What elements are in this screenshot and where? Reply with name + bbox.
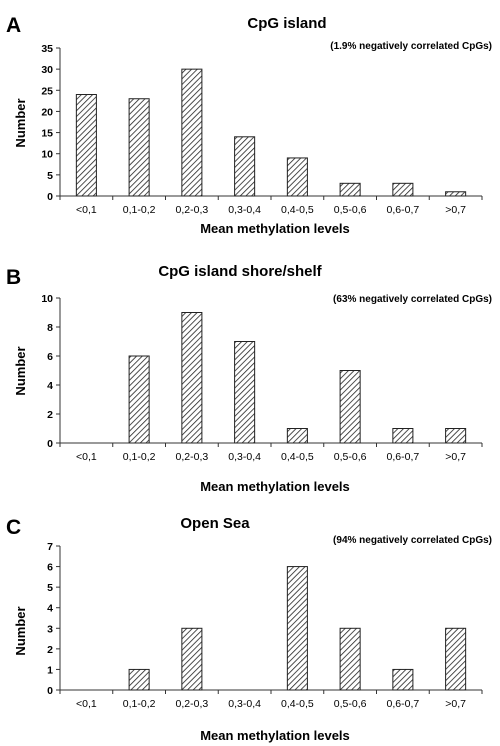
bar — [445, 627, 467, 691]
bar — [445, 428, 467, 444]
x-tick-label: 0,5-0,6 — [334, 451, 367, 463]
x-axis-label: Mean methylation levels — [200, 728, 350, 743]
y-tick-label: 0 — [47, 191, 53, 203]
panel-label: A — [6, 14, 21, 37]
x-tick-label: >0,7 — [445, 698, 466, 710]
x-tick-label: 0,5-0,6 — [334, 698, 367, 710]
y-tick-label: 5 — [47, 170, 53, 182]
y-axis-label: Number — [13, 98, 28, 147]
x-tick-label: >0,7 — [445, 204, 466, 216]
x-tick-label: 0,2-0,3 — [176, 204, 209, 216]
bar — [445, 191, 467, 197]
bar — [234, 136, 256, 197]
panel-label: B — [6, 266, 21, 289]
x-tick-label: 0,1-0,2 — [123, 698, 156, 710]
y-tick-label: 10 — [41, 149, 53, 161]
y-tick-label: 2 — [47, 409, 53, 421]
panel-c: C Open Sea (94% negatively correlated Cp… — [6, 515, 492, 743]
y-tick-label: 6 — [47, 562, 53, 574]
x-tick-label: 0,4-0,5 — [281, 698, 314, 710]
chart-annotation: (63% negatively correlated CpGs) — [333, 294, 492, 305]
bar — [128, 355, 150, 444]
bar — [392, 668, 414, 691]
x-tick-label: 0,4-0,5 — [281, 204, 314, 216]
panel-b: B CpG island shore/shelf (63% negatively… — [6, 263, 492, 494]
x-tick-label: 0,6-0,7 — [387, 451, 420, 463]
x-tick-label: 0,2-0,3 — [176, 451, 209, 463]
y-tick-label: 0 — [47, 438, 53, 450]
chart-annotation: (94% negatively correlated CpGs) — [333, 535, 492, 546]
y-tick-label: 15 — [41, 128, 53, 140]
bar — [339, 182, 361, 197]
y-tick-label: 25 — [41, 85, 53, 97]
y-tick-label: 35 — [41, 43, 53, 55]
x-tick-label: 0,1-0,2 — [123, 451, 156, 463]
x-tick-label: 0,4-0,5 — [281, 451, 314, 463]
x-tick-label: <0,1 — [76, 204, 97, 216]
chart-title: Open Sea — [180, 515, 250, 532]
x-tick-label: 0,1-0,2 — [123, 204, 156, 216]
panel-a: A CpG island (1.9% negatively correlated… — [6, 14, 492, 236]
x-tick-label: 0,3-0,4 — [228, 698, 261, 710]
bar — [339, 370, 361, 444]
bar — [339, 627, 361, 691]
bar — [286, 428, 308, 444]
x-tick-label: 0,3-0,4 — [228, 451, 261, 463]
x-tick-label: 0,6-0,7 — [387, 204, 420, 216]
x-tick-label: >0,7 — [445, 451, 466, 463]
x-tick-label: <0,1 — [76, 451, 97, 463]
bar — [128, 668, 150, 691]
y-tick-label: 0 — [47, 685, 53, 697]
bar — [286, 157, 308, 197]
bar — [392, 182, 414, 197]
x-tick-label: <0,1 — [76, 698, 97, 710]
bar — [128, 98, 150, 197]
bar — [181, 312, 203, 444]
bar — [392, 428, 414, 444]
y-tick-label: 1 — [47, 664, 53, 676]
y-tick-label: 3 — [47, 623, 53, 635]
y-tick-label: 8 — [47, 322, 53, 334]
x-tick-label: 0,5-0,6 — [334, 204, 367, 216]
chart-annotation: (1.9% negatively correlated CpGs) — [330, 41, 492, 52]
y-axis-label: Number — [13, 606, 28, 655]
x-axis-label: Mean methylation levels — [200, 221, 350, 236]
y-tick-label: 6 — [47, 351, 53, 363]
y-tick-label: 30 — [41, 64, 53, 76]
x-tick-label: 0,6-0,7 — [387, 698, 420, 710]
panel-label: C — [6, 516, 21, 539]
y-tick-label: 7 — [47, 541, 53, 553]
x-tick-label: 0,3-0,4 — [228, 204, 261, 216]
chart-title: CpG island — [247, 15, 326, 32]
y-tick-label: 4 — [47, 603, 53, 615]
y-tick-label: 4 — [47, 380, 53, 392]
bar — [181, 68, 203, 197]
bar — [181, 627, 203, 691]
x-tick-label: 0,2-0,3 — [176, 698, 209, 710]
x-axis-label: Mean methylation levels — [200, 479, 350, 494]
bar — [75, 94, 97, 197]
y-tick-label: 5 — [47, 582, 53, 594]
chart-title: CpG island shore/shelf — [158, 263, 322, 280]
y-tick-label: 2 — [47, 644, 53, 656]
y-axis-label: Number — [13, 346, 28, 395]
bar — [286, 566, 308, 691]
bar — [234, 341, 256, 444]
y-tick-label: 10 — [41, 293, 53, 305]
y-tick-label: 20 — [41, 106, 53, 118]
